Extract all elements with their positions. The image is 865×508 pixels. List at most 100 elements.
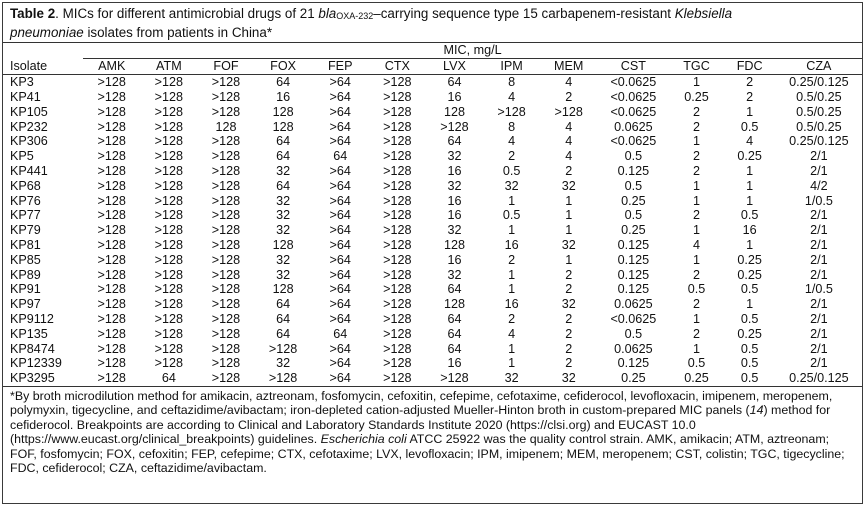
table-row: KP89 >128 >128 >128 32 >64 >128 32 1 2 0.125 2 0.25 2… bbox=[3, 268, 862, 283]
mic-value-cell: 2/1 bbox=[810, 267, 828, 282]
gene-name: bla bbox=[318, 6, 337, 21]
mic-value-cell: 32 bbox=[276, 163, 291, 178]
isolate-cell: KP441 bbox=[10, 163, 48, 178]
mic-value-cell: 64 bbox=[276, 134, 291, 149]
mic-value-cell: >128 bbox=[97, 119, 126, 134]
mic-value-cell: 32 bbox=[276, 208, 291, 223]
mic-value-cell: >128 bbox=[83, 371, 141, 387]
mic-value-cell: >128 bbox=[383, 208, 412, 223]
mic-value-cell: 1/0.5 bbox=[804, 193, 833, 208]
mic-value-cell: 0.25 bbox=[621, 223, 646, 238]
table-row: KP135 >128 >128 >128 64 64 >128 64 4 2 0.5 2 0.25 2/1 bbox=[3, 327, 862, 342]
mic-value-cell: 0.125 bbox=[617, 252, 650, 267]
mic-value-cell: 2 bbox=[508, 252, 516, 267]
mic-value-cell: >128 bbox=[97, 356, 126, 371]
mic-value-cell: 0.5 bbox=[624, 208, 643, 223]
isolate-cell: KP97 bbox=[10, 297, 41, 312]
mic-value-cell: >128 bbox=[425, 371, 484, 387]
mic-value-cell: 0.0625 bbox=[614, 341, 653, 356]
mic-value-cell: 2 bbox=[565, 89, 573, 104]
mic-value-cell: >128 bbox=[383, 178, 412, 193]
mic-value-cell: 2 bbox=[508, 311, 516, 326]
group-header-blank bbox=[3, 42, 84, 59]
mic-value-cell: 64 bbox=[447, 326, 462, 341]
mic-value-cell: 2/1 bbox=[810, 208, 828, 223]
table-row: KP8474 >128 >128 >128 >128 >64 >128 64 1 2 0.0625 1… bbox=[3, 342, 862, 357]
mic-value-cell: 0.25 bbox=[737, 267, 762, 282]
mic-value-cell: >64 bbox=[329, 163, 351, 178]
mic-value-cell: 64 bbox=[276, 75, 291, 90]
mic-value-cell: >128 bbox=[97, 208, 126, 223]
mic-value-cell: >128 bbox=[154, 193, 184, 208]
mic-value-cell: 2 bbox=[693, 104, 701, 119]
mic-value-cell: 32 bbox=[561, 237, 576, 252]
mic-value-cell: 1 bbox=[693, 178, 701, 193]
table-row: KP79 >128 >128 >128 32 >64 >128 32 1 1 0.25 1 16 2/1 bbox=[3, 223, 862, 238]
mic-value-cell: >128 bbox=[211, 237, 241, 252]
footnote-reference: 14 bbox=[749, 403, 764, 418]
mic-value-cell: 0.25/0.125 bbox=[789, 75, 849, 90]
mic-value-cell: >128 bbox=[154, 163, 184, 178]
column-header-row: Isolate AMK ATM FOF FOX FEP CTX LVX IPM MEM CST TGC… bbox=[3, 58, 862, 76]
species-genus: Klebsiella bbox=[674, 6, 733, 21]
mic-value-cell: >128 bbox=[211, 193, 241, 208]
mic-value-cell: 32 bbox=[483, 371, 541, 387]
mic-value-cell: >128 bbox=[154, 75, 184, 90]
mic-value-cell: >64 bbox=[329, 341, 351, 356]
mic-value-cell: 0.25 bbox=[684, 89, 709, 104]
mic-value-cell: <0.0625 bbox=[610, 75, 657, 90]
mic-value-cell: 128 bbox=[272, 237, 294, 252]
column-header: LVX bbox=[425, 58, 484, 76]
mic-value-cell: 1 bbox=[693, 134, 701, 149]
mic-value-cell: >128 bbox=[154, 252, 184, 267]
mic-value-cell: 2 bbox=[746, 75, 754, 90]
mic-value-cell: 1 bbox=[746, 193, 754, 208]
mic-value-cell: 4 bbox=[565, 134, 573, 149]
column-header: CTX bbox=[368, 58, 426, 76]
isolate-cell: KP306 bbox=[10, 134, 48, 149]
mic-value-cell: >128 bbox=[211, 149, 241, 164]
mic-value-cell: 1 bbox=[508, 282, 516, 297]
mic-value-cell: >128 bbox=[211, 75, 241, 90]
group-header-row: MIC, mg/L bbox=[3, 42, 862, 60]
mic-value-cell: 32 bbox=[447, 267, 462, 282]
mic-value-cell: >128 bbox=[211, 311, 241, 326]
mic-value-cell: 1 bbox=[508, 193, 516, 208]
caption-text-2: –carrying sequence type 15 carbapenem-re… bbox=[373, 6, 675, 21]
mic-value-cell: 1 bbox=[565, 193, 573, 208]
mic-value-cell: 1 bbox=[508, 223, 516, 238]
mic-value-cell: 0.5 bbox=[687, 356, 706, 371]
mic-value-cell: >128 bbox=[154, 297, 184, 312]
mic-value-cell: 8 bbox=[508, 119, 516, 134]
mic-value-cell: 0.5/0.25 bbox=[796, 89, 842, 104]
mic-value-cell: 128 bbox=[443, 297, 465, 312]
mic-value-cell: >128 bbox=[97, 267, 126, 282]
mic-value-cell: >128 bbox=[154, 119, 184, 134]
mic-value-cell: >64 bbox=[329, 223, 351, 238]
mic-value-cell: 0.5 bbox=[740, 119, 759, 134]
column-header: IPM bbox=[483, 58, 541, 76]
mic-value-cell: 1 bbox=[565, 252, 573, 267]
mic-value-cell: 32 bbox=[561, 297, 576, 312]
table-row: KP5 >128 >128 >128 64 64 >128 32 2 4 0.5 2 0.25 2/1 bbox=[3, 149, 862, 164]
mic-value-cell: 0.5 bbox=[740, 311, 759, 326]
mic-value-cell: 16 bbox=[447, 208, 462, 223]
mic-value-cell: 4 bbox=[508, 89, 516, 104]
mic-value-cell: >128 bbox=[211, 252, 241, 267]
mic-value-cell: >128 bbox=[211, 297, 241, 312]
mic-value-cell: 2 bbox=[693, 326, 701, 341]
isolate-cell: KP232 bbox=[10, 119, 48, 134]
mic-value-cell: 0.5 bbox=[502, 163, 521, 178]
column-header: CST bbox=[597, 58, 670, 76]
mic-value-cell: >128 bbox=[154, 237, 184, 252]
footnote-part-1: *By broth microdilution method for amika… bbox=[10, 388, 833, 418]
mic-value-cell: 32 bbox=[447, 149, 462, 164]
mic-value-cell: <0.0625 bbox=[610, 89, 657, 104]
mic-value-cell: >128 bbox=[383, 297, 412, 312]
column-header: FOF bbox=[197, 58, 255, 76]
mic-value-cell: 0.25 bbox=[737, 252, 762, 267]
isolate-cell: KP77 bbox=[10, 208, 41, 223]
mic-value-cell: >128 bbox=[211, 89, 241, 104]
mic-value-cell: >128 bbox=[154, 178, 184, 193]
mic-value-cell: 0.125 bbox=[617, 163, 650, 178]
